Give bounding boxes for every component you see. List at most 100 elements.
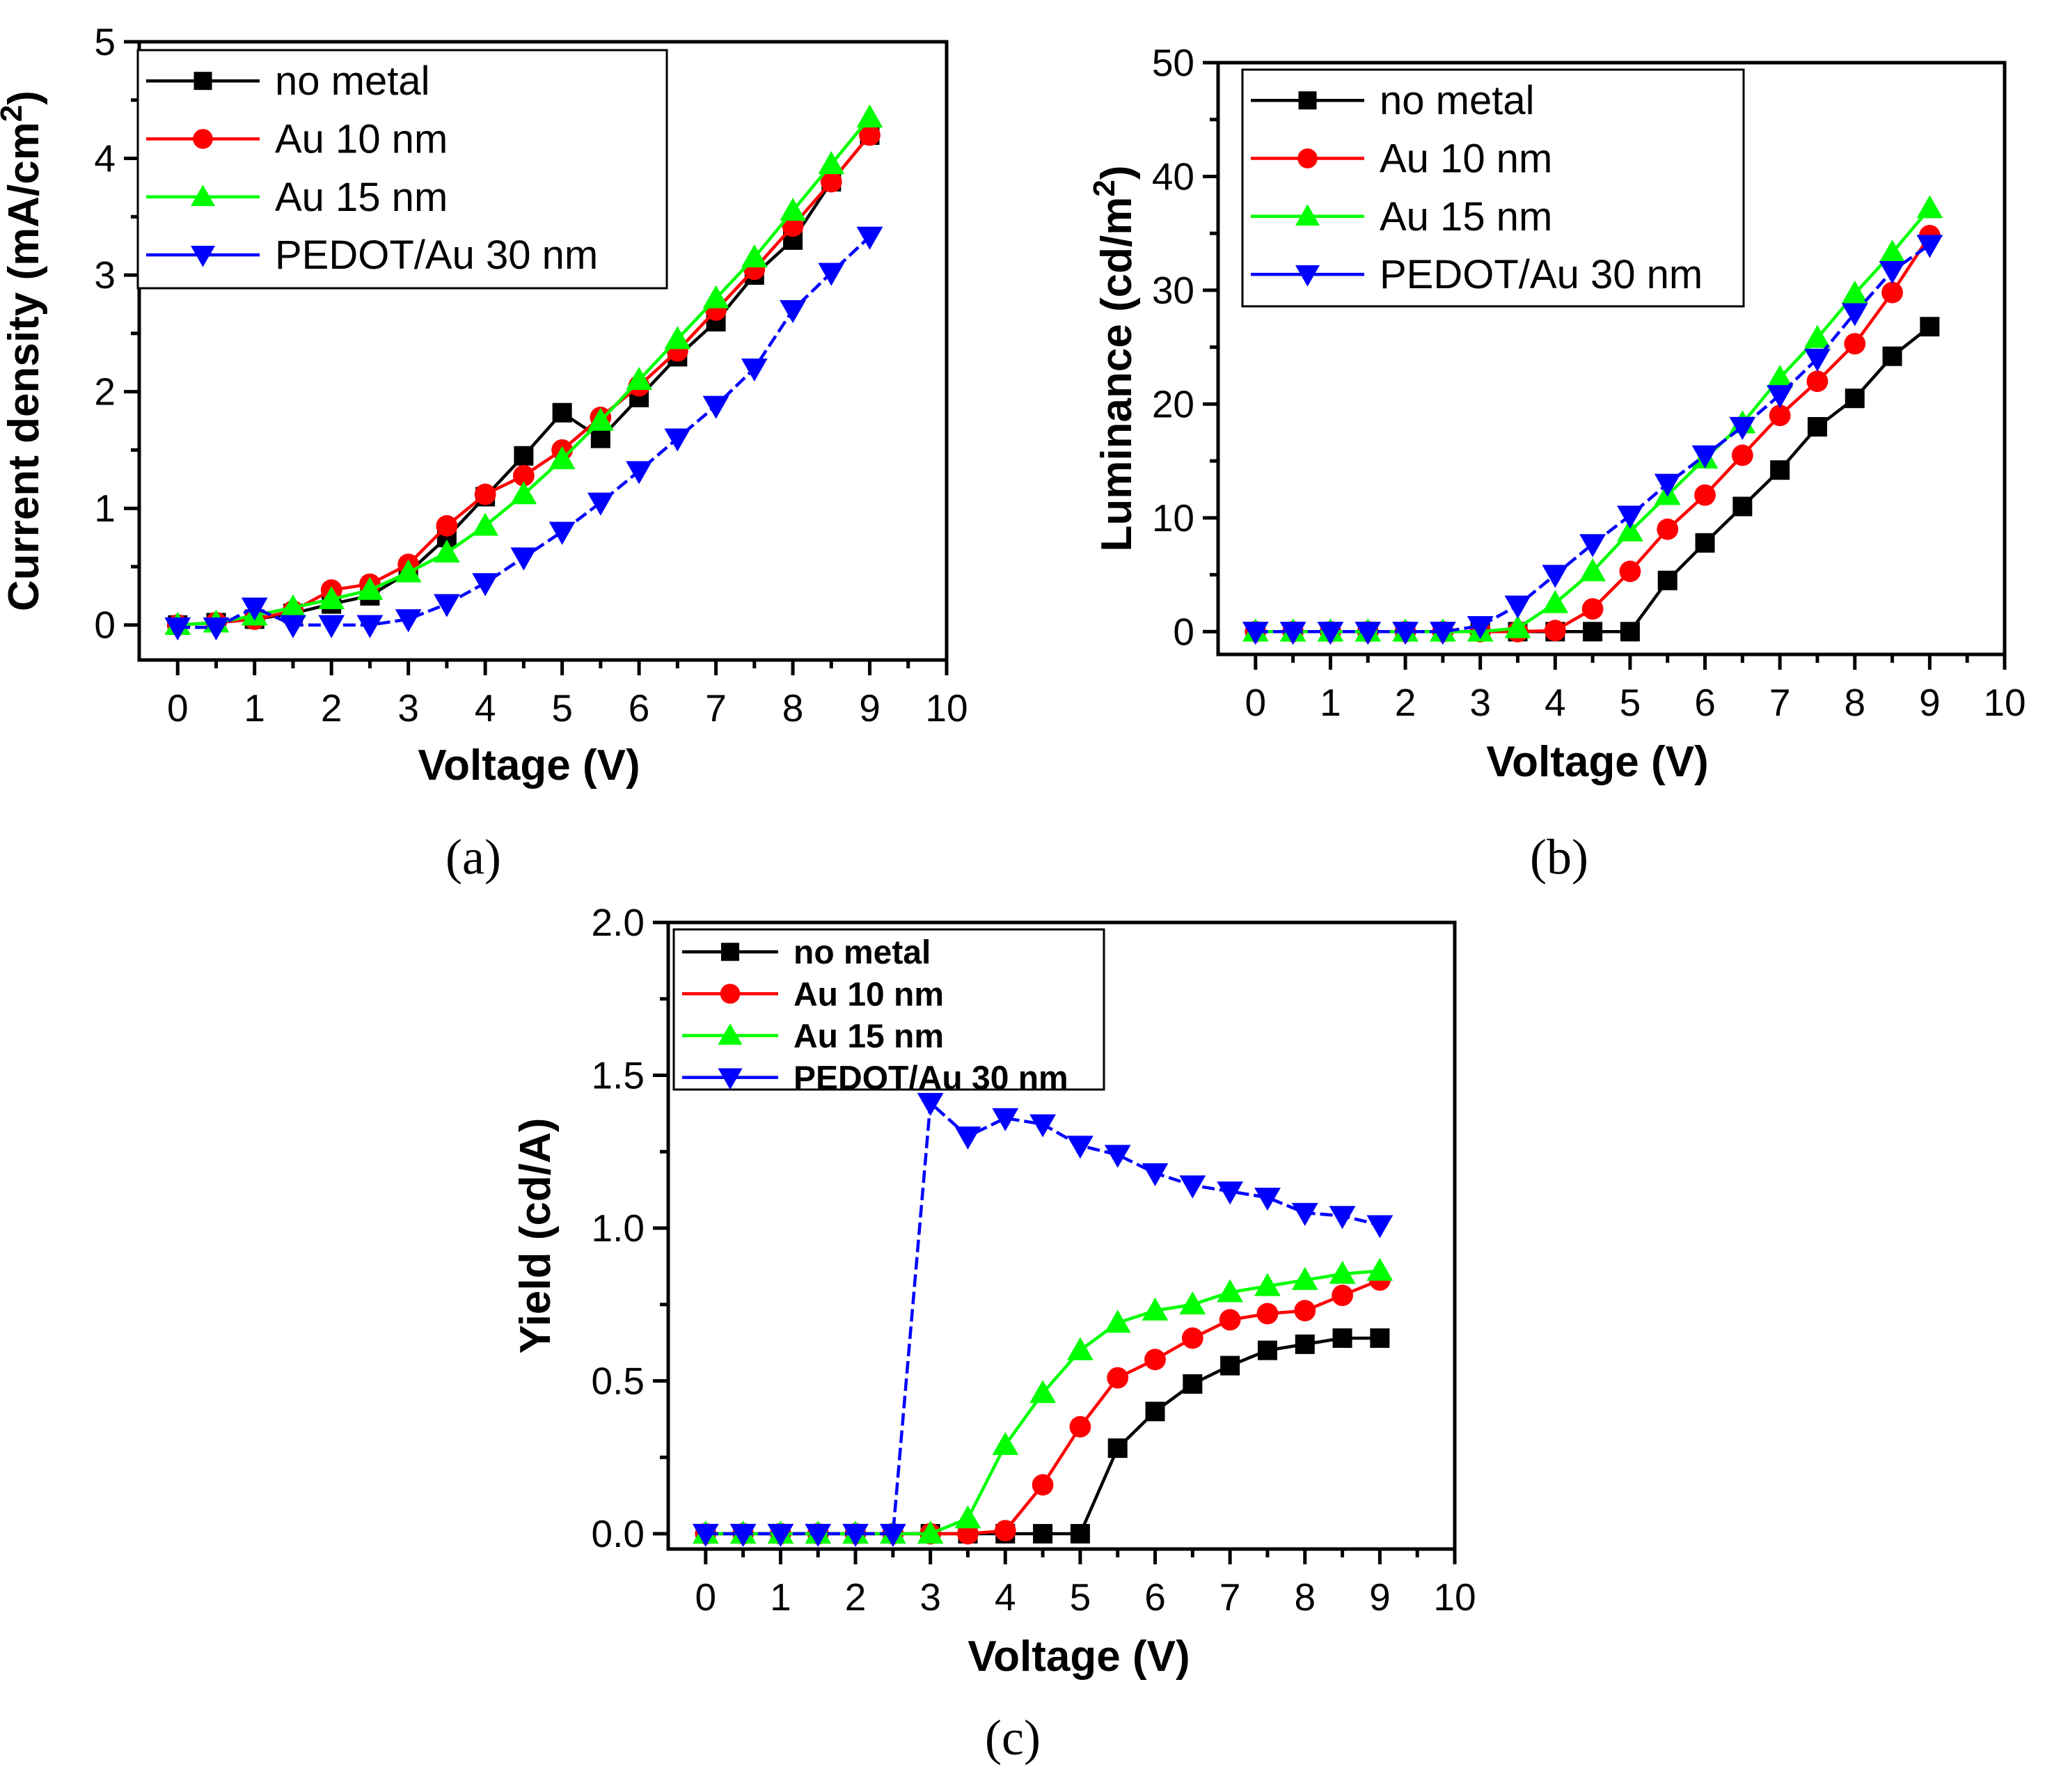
data-point-pedot-au-30nm (1317, 622, 1344, 645)
data-point-au-10nm (1731, 444, 1753, 466)
data-point-pedot-au-30nm (692, 1523, 719, 1547)
y-tick-label: 10 (1152, 496, 1194, 540)
data-point-pedot-au-30nm (1691, 445, 1719, 469)
legend-marker-au-10nm (193, 129, 213, 149)
legend-label-no-metal: no metal (275, 58, 429, 104)
x-tick-label: 1 (244, 686, 265, 730)
data-point-pedot-au-30nm (318, 615, 345, 638)
data-point-pedot-au-30nm (164, 617, 191, 640)
data-point-no-metal (1770, 460, 1790, 480)
data-point-pedot-au-30nm (879, 1523, 906, 1547)
data-point-no-metal (1070, 1524, 1090, 1544)
data-point-pedot-au-30nm (1767, 385, 1794, 409)
data-point-au-10nm (1619, 560, 1641, 583)
data-point-pedot-au-30nm (1617, 505, 1643, 529)
series-no-metal (1245, 317, 1940, 642)
data-point-au-15nm (1542, 590, 1569, 613)
data-point-au-10nm (1107, 1367, 1129, 1389)
data-point-au-10nm (436, 514, 458, 537)
data-point-pedot-au-30nm (818, 262, 845, 286)
legend-box (672, 928, 1105, 1091)
x-tick-label: 1 (1320, 681, 1341, 724)
data-point-pedot-au-30nm (510, 547, 537, 571)
plot-frame (666, 920, 1457, 1551)
chart-panel-b: 0 1 2 3 4 5 6 7 8 9 10 0 10 20 30 40 50 Voltage (V) Lumina… (1087, 41, 2026, 885)
data-point-au-15nm (1841, 280, 1868, 304)
x-axis-title: Voltage (V) (418, 741, 640, 789)
legend-marker-au-15nm (190, 184, 216, 206)
data-point-pedot-au-30nm (1242, 622, 1269, 645)
data-point-au-10nm (1844, 333, 1866, 355)
data-point-pedot-au-30nm (395, 609, 422, 633)
x-tick-label: 4 (995, 1575, 1016, 1619)
data-point-au-15nm (318, 585, 345, 610)
y-tick-label: 40 (1152, 155, 1194, 198)
data-point-pedot-au-30nm (954, 1126, 981, 1150)
data-point-pedot-au-30nm (1579, 534, 1606, 558)
x-tick-label: 4 (475, 686, 496, 730)
data-point-pedot-au-30nm (356, 615, 384, 638)
data-point-au-10nm (1332, 1284, 1353, 1307)
legend-box (136, 49, 668, 290)
data-point-no-metal (1620, 622, 1640, 642)
data-point-no-metal (514, 446, 534, 466)
x-tick-label: 10 (1983, 681, 2026, 724)
data-point-au-10nm (1657, 518, 1679, 540)
data-point-pedot-au-30nm (702, 395, 729, 419)
x-tick-label: 10 (1433, 1575, 1476, 1619)
x-tick-label: 7 (1219, 1575, 1241, 1619)
x-tick-label: 0 (1245, 681, 1267, 724)
data-point-au-15nm (1142, 1297, 1169, 1321)
x-tick-label: 5 (1620, 681, 1641, 724)
legend-label-au-15nm: Au 15 nm (1380, 194, 1552, 239)
legend-marker-au-10nm (1297, 148, 1318, 168)
x-tick-label: 7 (1769, 681, 1791, 724)
chart-panel-c: 0 1 2 3 4 5 6 7 8 9 10 0.0 0.5 1.0 1.5 2.0 Voltage (V) Yi… (512, 901, 1476, 1766)
data-point-au-15nm (1329, 1260, 1356, 1284)
panel-label: (a) (445, 829, 501, 885)
data-point-au-15nm (1029, 1380, 1056, 1404)
data-point-au-15nm (510, 481, 537, 505)
data-point-no-metal (1183, 1374, 1203, 1394)
data-point-pedot-au-30nm (1142, 1163, 1169, 1186)
data-point-au-15nm (741, 244, 768, 268)
data-point-pedot-au-30nm (1429, 622, 1456, 645)
plot-frame (1216, 61, 2007, 657)
data-point-au-15nm (548, 446, 576, 469)
data-point-pedot-au-30nm (1029, 1114, 1056, 1138)
legend-label-au-10nm: Au 10 nm (793, 976, 944, 1013)
data-point-au-15nm (1104, 1310, 1131, 1333)
data-point-no-metal (1583, 622, 1603, 642)
data-point-pedot-au-30nm (1916, 235, 1943, 258)
x-tick-label: 9 (1919, 681, 1941, 724)
data-point-pedot-au-30nm (1392, 622, 1419, 645)
data-point-au-15nm (280, 594, 306, 618)
legend-marker-au-10nm (720, 984, 741, 1004)
data-point-pedot-au-30nm (434, 594, 460, 618)
panel-label: (c) (985, 1710, 1041, 1766)
data-point-pedot-au-30nm (1729, 416, 1756, 440)
legend-marker-pedot-au-30nm (718, 1068, 743, 1090)
data-point-pedot-au-30nm (1254, 1187, 1281, 1211)
data-point-au-10nm (1181, 1327, 1203, 1349)
data-point-au-10nm (1581, 598, 1604, 620)
x-tick-label: 3 (1469, 681, 1491, 724)
legend-marker-pedot-au-30nm (1295, 265, 1320, 287)
data-point-au-15nm (1067, 1337, 1093, 1360)
legend-label-au-15nm: Au 15 nm (793, 1019, 944, 1055)
x-tick-label: 7 (705, 686, 727, 730)
data-point-pedot-au-30nm (1104, 1145, 1131, 1168)
data-point-pedot-au-30nm (1291, 1202, 1318, 1226)
data-point-au-15nm (992, 1431, 1019, 1455)
data-point-pedot-au-30nm (664, 428, 691, 452)
data-point-pedot-au-30nm (842, 1523, 869, 1547)
data-point-au-10nm (1694, 484, 1716, 506)
legend-marker-no-metal (1298, 91, 1317, 110)
y-tick-label: 30 (1152, 269, 1194, 312)
y-tick-label: 1.5 (592, 1054, 645, 1097)
data-point-no-metal (1732, 496, 1753, 517)
legend-label-pedot-au-30nm: PEDOT/Au 30 nm (1380, 252, 1703, 297)
x-tick-label: 2 (1395, 681, 1416, 724)
y-tick-label: 0.5 (592, 1360, 645, 1403)
data-point-au-10nm (1769, 404, 1791, 427)
